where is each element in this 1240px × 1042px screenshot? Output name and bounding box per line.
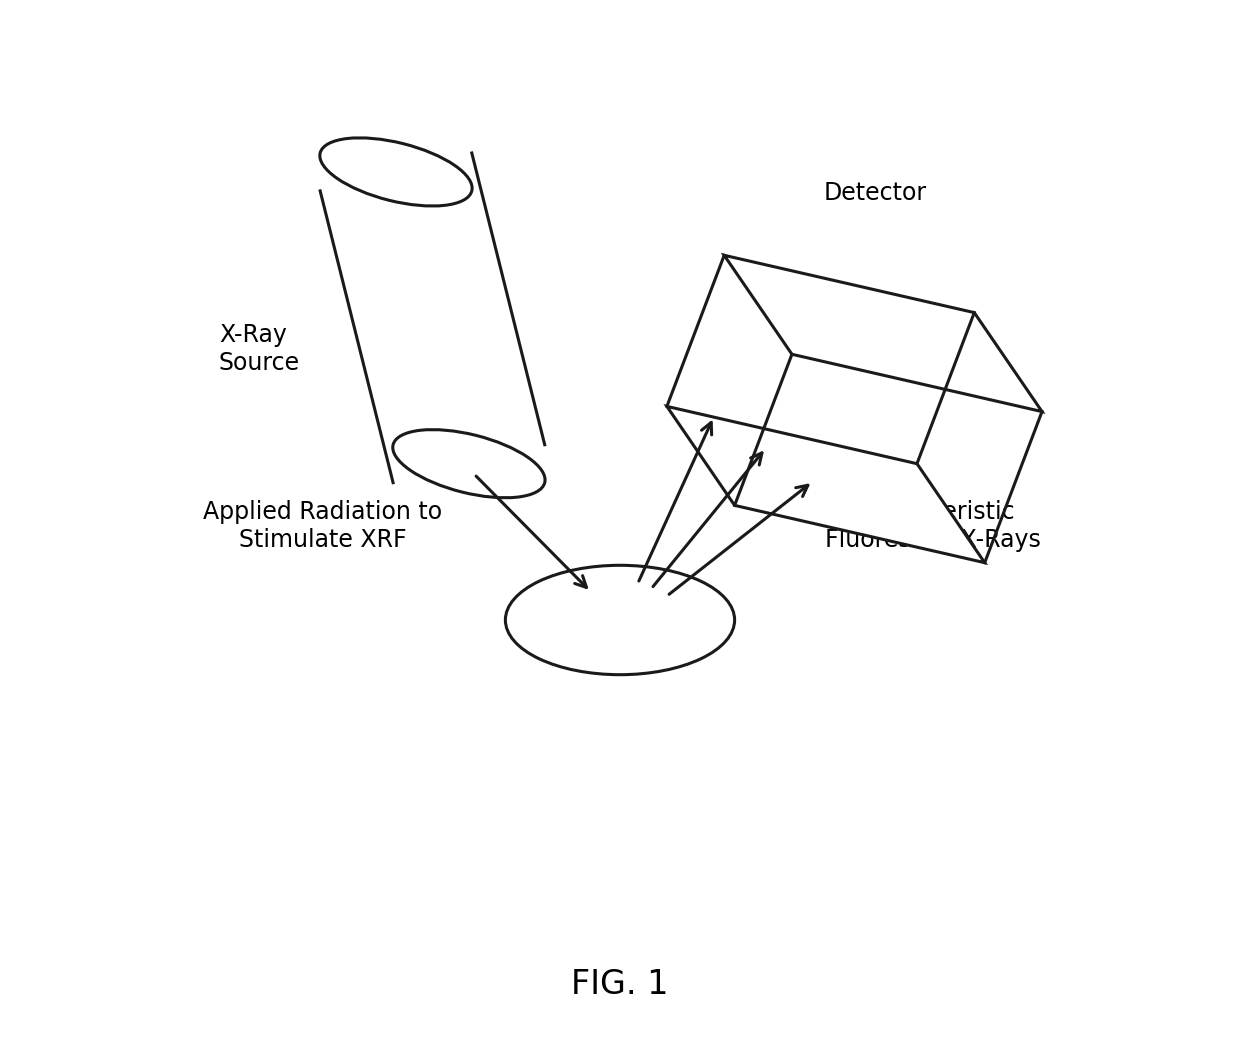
Text: Sample: Sample xyxy=(575,607,665,632)
Ellipse shape xyxy=(393,429,546,498)
Text: Applied Radiation to
Stimulate XRF: Applied Radiation to Stimulate XRF xyxy=(203,500,443,552)
Text: X-Ray
Source: X-Ray Source xyxy=(218,323,300,375)
Ellipse shape xyxy=(506,565,734,675)
Ellipse shape xyxy=(320,138,472,206)
Text: Detector: Detector xyxy=(823,180,926,205)
Text: Characteristic
Fluoresced X-Rays: Characteristic Fluoresced X-Rays xyxy=(825,500,1040,552)
Text: FIG. 1: FIG. 1 xyxy=(572,968,668,1001)
Polygon shape xyxy=(667,406,985,563)
Polygon shape xyxy=(320,153,544,482)
Polygon shape xyxy=(724,255,1042,412)
